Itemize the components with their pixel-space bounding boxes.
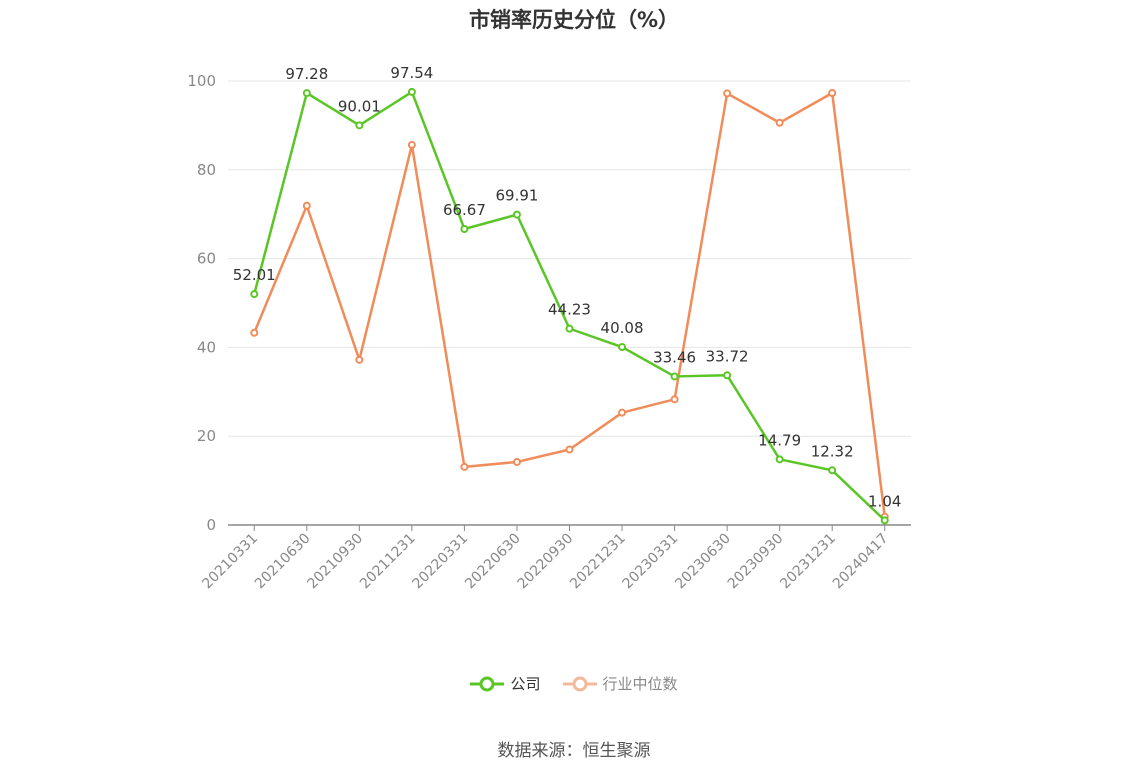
data-point-industry xyxy=(618,408,627,417)
x-tick-label: 20230930 xyxy=(725,531,787,593)
data-point-industry xyxy=(775,118,784,127)
legend-item-industry[interactable]: 行业中位数 xyxy=(562,673,678,694)
x-tick-label: 20220630 xyxy=(462,531,524,593)
x-tick-label: 20220930 xyxy=(515,531,577,593)
data-label: 33.46 xyxy=(653,348,696,366)
data-label: 40.08 xyxy=(601,319,644,337)
data-point-industry xyxy=(460,462,469,471)
data-point-company xyxy=(670,372,679,381)
x-tick-label: 20230630 xyxy=(672,531,734,593)
data-label: 14.79 xyxy=(758,431,801,449)
x-tick-label: 20221231 xyxy=(567,531,629,593)
data-point-company xyxy=(355,121,364,130)
y-tick-label: 40 xyxy=(197,338,216,356)
data-label: 97.54 xyxy=(390,64,433,82)
data-label: 90.01 xyxy=(338,97,381,115)
data-point-company xyxy=(828,466,837,475)
data-label: 97.28 xyxy=(285,65,328,83)
data-point-industry xyxy=(355,355,364,364)
data-point-company xyxy=(512,210,521,219)
y-tick-label: 80 xyxy=(197,161,216,179)
data-point-industry xyxy=(828,88,837,97)
data-point-industry xyxy=(250,328,259,337)
source-note: 数据来源：恒生聚源 xyxy=(497,741,651,761)
y-tick-label: 60 xyxy=(197,250,216,268)
data-label: 52.01 xyxy=(233,266,276,284)
data-label: 1.04 xyxy=(868,492,901,510)
data-label: 44.23 xyxy=(548,301,591,319)
x-tick-label: 20210331 xyxy=(199,531,261,593)
legend-industry-label: 行业中位数 xyxy=(602,675,678,693)
legend-company-label: 公司 xyxy=(510,675,541,693)
legend-industry-icon xyxy=(562,676,597,691)
x-tick-label: 20240417 xyxy=(830,531,892,593)
x-tick-label: 20231231 xyxy=(777,531,839,593)
data-label: 33.72 xyxy=(706,347,749,365)
legend-company-icon xyxy=(470,676,505,691)
data-point-company xyxy=(302,89,311,98)
data-point-company xyxy=(250,290,259,299)
data-point-industry xyxy=(302,201,311,210)
data-point-industry xyxy=(565,445,574,454)
x-tick-label: 20210630 xyxy=(252,531,314,593)
data-point-company xyxy=(618,343,627,352)
data-point-company xyxy=(880,516,889,525)
data-point-company xyxy=(565,324,574,333)
data-point-industry xyxy=(670,395,679,404)
x-tick-label: 20220331 xyxy=(410,531,472,593)
data-point-industry xyxy=(407,140,416,149)
chart-title: 市销率历史分位（%） xyxy=(468,8,680,32)
y-tick-label: 20 xyxy=(197,427,216,445)
x-tick-label: 20210930 xyxy=(304,531,366,593)
legend-item-company[interactable]: 公司 xyxy=(470,673,541,694)
x-tick-label: 20230331 xyxy=(620,531,682,593)
data-label: 66.67 xyxy=(443,201,486,219)
data-point-company xyxy=(723,371,732,380)
data-point-company xyxy=(407,87,416,96)
x-tick-label: 20211231 xyxy=(357,531,419,593)
data-label: 12.32 xyxy=(811,442,854,460)
data-point-company xyxy=(460,224,469,233)
legend: 公司 行业中位数 xyxy=(0,673,1148,694)
data-point-company xyxy=(775,455,784,464)
y-tick-label: 0 xyxy=(206,516,216,534)
data-point-industry xyxy=(723,89,732,98)
data-point-industry xyxy=(512,457,521,466)
y-tick-label: 100 xyxy=(187,72,216,90)
data-label: 69.91 xyxy=(495,187,538,205)
